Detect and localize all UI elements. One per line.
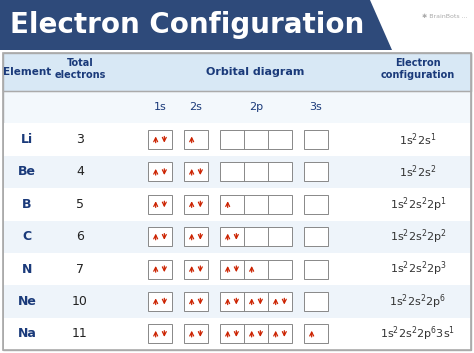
Bar bbox=[304, 259, 328, 279]
Text: 1s$^{2}$2s$^{2}$2p$^{2}$: 1s$^{2}$2s$^{2}$2p$^{2}$ bbox=[390, 227, 447, 246]
Text: 1s$^{2}$2s$^{2}$2p$^{6}$: 1s$^{2}$2s$^{2}$2p$^{6}$ bbox=[390, 292, 447, 311]
Bar bbox=[184, 195, 208, 214]
Polygon shape bbox=[0, 0, 392, 50]
Bar bbox=[148, 130, 172, 149]
Bar bbox=[304, 162, 328, 181]
Bar bbox=[4, 156, 470, 188]
Text: 1s$^{2}$2s$^{2}$2p$^{3}$: 1s$^{2}$2s$^{2}$2p$^{3}$ bbox=[390, 260, 447, 279]
Bar bbox=[184, 227, 208, 246]
Text: 10: 10 bbox=[72, 295, 88, 308]
Text: B: B bbox=[22, 198, 32, 211]
Bar bbox=[220, 195, 292, 214]
Text: 7: 7 bbox=[76, 263, 84, 276]
Text: 1s$^{2}$2s$^{1}$: 1s$^{2}$2s$^{1}$ bbox=[399, 131, 437, 148]
Bar bbox=[184, 292, 208, 311]
Bar bbox=[3, 53, 471, 91]
Text: 5: 5 bbox=[76, 198, 84, 211]
Bar bbox=[304, 324, 328, 343]
Text: 1s$^{2}$2s$^{2}$: 1s$^{2}$2s$^{2}$ bbox=[399, 164, 437, 180]
Bar bbox=[4, 188, 470, 221]
Bar bbox=[148, 259, 172, 279]
Text: Ne: Ne bbox=[18, 295, 36, 308]
Text: C: C bbox=[22, 230, 32, 243]
Bar bbox=[220, 259, 292, 279]
Text: 2p: 2p bbox=[249, 102, 263, 112]
Bar bbox=[4, 221, 470, 253]
Bar bbox=[304, 130, 328, 149]
Bar bbox=[148, 292, 172, 311]
Text: Na: Na bbox=[18, 327, 36, 340]
Text: Element: Element bbox=[3, 67, 51, 77]
Bar bbox=[148, 195, 172, 214]
Text: 6: 6 bbox=[76, 230, 84, 243]
Bar bbox=[184, 130, 208, 149]
Bar bbox=[220, 227, 292, 246]
Bar bbox=[220, 324, 292, 343]
Bar bbox=[3, 53, 471, 350]
Bar bbox=[148, 227, 172, 246]
Text: Be: Be bbox=[18, 166, 36, 178]
Text: Electron
configuration: Electron configuration bbox=[381, 58, 455, 80]
Text: 1s: 1s bbox=[154, 102, 166, 112]
Text: N: N bbox=[22, 263, 32, 276]
Text: 1s$^{2}$2s$^{2}$2p$^{1}$: 1s$^{2}$2s$^{2}$2p$^{1}$ bbox=[390, 195, 447, 214]
Bar bbox=[4, 285, 470, 318]
Bar bbox=[184, 324, 208, 343]
Bar bbox=[148, 324, 172, 343]
Text: 2s: 2s bbox=[190, 102, 202, 112]
Bar bbox=[4, 318, 470, 350]
Bar bbox=[184, 259, 208, 279]
Bar bbox=[220, 292, 292, 311]
Text: Electron Configuration: Electron Configuration bbox=[10, 11, 364, 39]
Bar bbox=[220, 162, 292, 181]
Text: Li: Li bbox=[21, 133, 33, 146]
Text: 4: 4 bbox=[76, 166, 84, 178]
Text: 3s: 3s bbox=[310, 102, 322, 112]
Bar bbox=[304, 227, 328, 246]
Text: ✱ BrainBots ...: ✱ BrainBots ... bbox=[422, 14, 468, 19]
Text: 1s$^{2}$2s$^{2}$2p$^{6}$3s$^{1}$: 1s$^{2}$2s$^{2}$2p$^{6}$3s$^{1}$ bbox=[381, 324, 456, 343]
Bar bbox=[4, 124, 470, 156]
Text: 3: 3 bbox=[76, 133, 84, 146]
Bar bbox=[184, 162, 208, 181]
Bar bbox=[3, 53, 471, 350]
Bar bbox=[220, 130, 292, 149]
Bar bbox=[304, 195, 328, 214]
Bar bbox=[4, 253, 470, 285]
Text: Orbital diagram: Orbital diagram bbox=[206, 67, 304, 77]
Bar bbox=[148, 162, 172, 181]
Bar bbox=[304, 292, 328, 311]
Text: 11: 11 bbox=[72, 327, 88, 340]
Text: Total
electrons: Total electrons bbox=[55, 58, 106, 80]
